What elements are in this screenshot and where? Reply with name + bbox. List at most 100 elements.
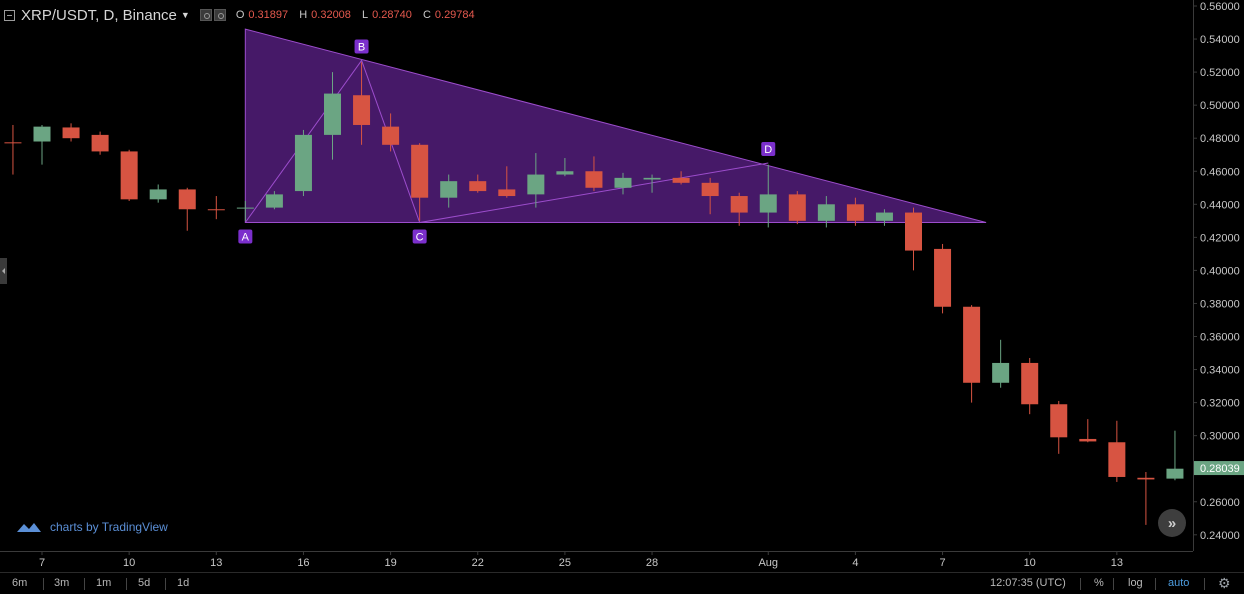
candle-body	[236, 207, 254, 209]
high-label: H	[299, 9, 308, 21]
pattern-point-badge	[412, 229, 427, 244]
pattern-point-badge	[761, 141, 776, 156]
time-tick-label: 22	[472, 557, 484, 569]
range-5d-button[interactable]: 5d	[138, 577, 151, 589]
pattern-point-badge	[238, 229, 253, 244]
candle-body	[498, 189, 516, 197]
price-tick-label: 0.40000	[1200, 265, 1240, 277]
candle-body	[875, 212, 893, 221]
time-tick-label: Aug	[758, 557, 778, 569]
percent-scale-toggle[interactable]: %	[1094, 577, 1104, 589]
auto-scale-toggle[interactable]: auto	[1168, 577, 1190, 589]
candle-body	[1137, 477, 1155, 480]
eye-icon[interactable]	[199, 9, 212, 21]
price-tick-label: 0.36000	[1200, 332, 1240, 344]
divider	[1080, 578, 1081, 590]
candle-body	[440, 181, 458, 198]
scroll-to-realtime-button[interactable]: »	[1158, 509, 1186, 537]
price-tick-label: 0.54000	[1200, 34, 1240, 46]
close-label: C	[422, 9, 431, 21]
price-tick-label: 0.34000	[1200, 365, 1240, 377]
candle-body	[294, 134, 312, 192]
range-3m-button[interactable]: 3m	[54, 577, 70, 589]
time-tick-label: 16	[297, 557, 309, 569]
candle-body	[556, 171, 574, 175]
time-tick-label: 19	[384, 557, 396, 569]
left-panel-toggle[interactable]	[0, 258, 7, 284]
candle-body	[817, 204, 835, 221]
range-6m-button[interactable]: 6m	[12, 577, 28, 589]
utc-clock[interactable]: 12:07:35 (UTC)	[990, 577, 1066, 589]
gear-icon[interactable]: ⚙	[1218, 575, 1231, 591]
candle-body	[905, 212, 922, 251]
divider	[84, 578, 85, 590]
time-tick-label: 10	[1024, 557, 1036, 569]
candle-body	[33, 126, 51, 142]
candle-body	[643, 177, 661, 180]
time-tick-label: 4	[852, 557, 858, 569]
divider	[43, 578, 44, 590]
collapse-icon[interactable]	[4, 9, 15, 21]
candle-body	[527, 174, 545, 195]
candle-body	[207, 209, 225, 211]
candle-body	[701, 182, 719, 197]
price-tick-label: 0.26000	[1200, 497, 1240, 509]
pattern-triangle	[244, 28, 987, 223]
price-tick-label: 0.48000	[1200, 133, 1240, 145]
candle-body	[963, 306, 981, 383]
time-tick-label: 7	[939, 557, 945, 569]
open-value: 0.31897	[248, 9, 289, 21]
price-tick-label: 0.44000	[1200, 199, 1240, 211]
candle-body	[992, 362, 1010, 383]
range-1m-button[interactable]: 1m	[96, 577, 112, 589]
price-tick-label: 0.56000	[1200, 1, 1240, 13]
candle-body	[788, 194, 806, 221]
price-tick-label: 0.50000	[1200, 100, 1240, 112]
symbol-title[interactable]: XRP/USDT, D, Binance	[21, 6, 177, 24]
candle-body	[62, 127, 80, 139]
price-tick-label: 0.46000	[1200, 166, 1240, 178]
candle-body	[846, 204, 864, 221]
price-tick-label: 0.24000	[1200, 530, 1240, 542]
chevron-down-icon[interactable]: ▼	[180, 10, 190, 20]
time-tick-label: 25	[559, 557, 571, 569]
price-tick-label: 0.38000	[1200, 298, 1240, 310]
divider	[1204, 578, 1205, 590]
divider	[1113, 578, 1114, 590]
bottom-toolbar: 6m 3m 1m 5d 1d 12:07:35 (UTC) % log auto…	[0, 572, 1244, 594]
time-tick-label: 7	[39, 557, 45, 569]
candle-body	[324, 93, 341, 135]
candle-body	[672, 177, 690, 183]
price-tick-label: 0.32000	[1200, 398, 1240, 410]
low-value: 0.28740	[372, 9, 412, 21]
candle-body	[178, 189, 196, 210]
candle-body	[730, 196, 748, 213]
tradingview-watermark[interactable]: charts by TradingView	[16, 520, 168, 534]
range-1d-button[interactable]: 1d	[177, 577, 190, 589]
open-label: O	[235, 9, 245, 21]
log-scale-toggle[interactable]: log	[1128, 577, 1143, 589]
candle-body	[1079, 438, 1097, 442]
low-label: L	[361, 9, 369, 21]
price-tick-label: 0.52000	[1200, 67, 1240, 79]
candle-body	[585, 171, 603, 188]
candle-body	[353, 95, 371, 125]
high-value: 0.32008	[311, 9, 351, 21]
pattern-point-label: A	[242, 231, 250, 243]
ohlc-readout: O 0.31897 H 0.32008 L 0.28740 C 0.29784	[236, 9, 483, 21]
divider	[165, 578, 166, 590]
candle-body	[1166, 468, 1184, 479]
candle-body	[149, 189, 167, 200]
time-tick-label: 13	[210, 557, 222, 569]
divider	[126, 578, 127, 590]
time-tick-label: 10	[123, 557, 135, 569]
settings-icon[interactable]	[213, 9, 226, 21]
candle-body	[614, 177, 632, 188]
pattern-point-badge	[354, 39, 369, 54]
price-tick-label: 0.42000	[1200, 232, 1240, 244]
candle-body	[4, 142, 22, 144]
price-chart[interactable]: A B C D 0.56000 0.54000 0.52000 0.50000 0.48000 0…	[0, 0, 1244, 572]
time-tick-label: 28	[646, 557, 658, 569]
pattern-point-label: B	[358, 42, 365, 54]
divider	[1155, 578, 1156, 590]
